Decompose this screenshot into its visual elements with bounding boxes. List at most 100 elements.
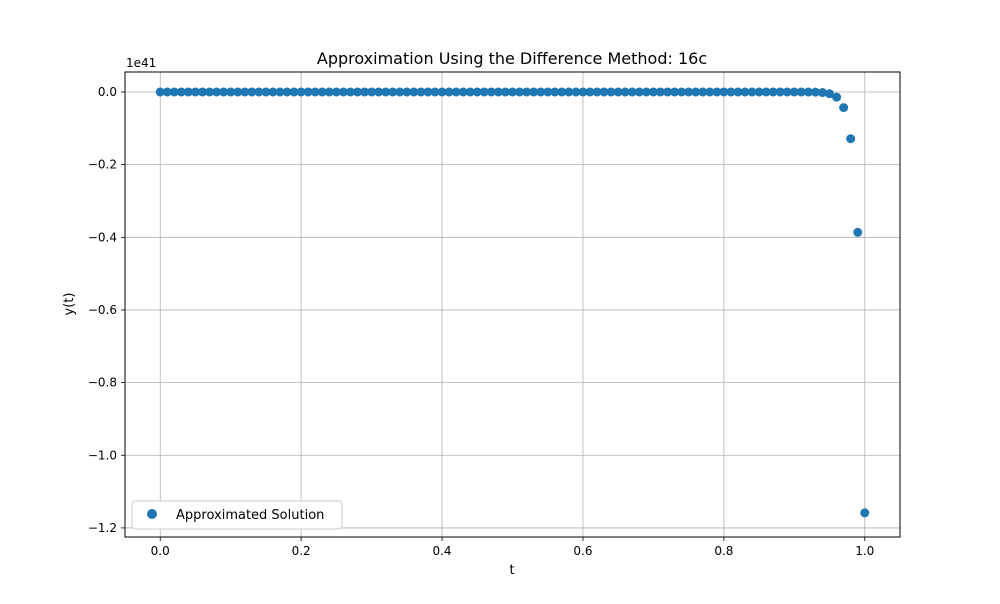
- data-point: [289, 87, 299, 97]
- data-point: [416, 87, 426, 97]
- data-point: [684, 87, 694, 97]
- data-point: [479, 87, 489, 97]
- y-tick-label: −0.8: [88, 376, 117, 390]
- y-tick-label: −0.4: [88, 230, 117, 244]
- data-point: [648, 87, 658, 97]
- data-point: [486, 87, 496, 97]
- data-point: [437, 87, 447, 97]
- data-point: [190, 87, 200, 97]
- y-axis-ticks: 0.0 −0.2 −0.4 −0.6 −0.8 −1.0 −1.2: [88, 85, 125, 535]
- data-point: [282, 87, 292, 97]
- data-point: [155, 87, 165, 97]
- data-point: [353, 87, 362, 97]
- data-point: [803, 87, 813, 97]
- data-point: [536, 87, 546, 97]
- plot-area-frame: [124, 71, 901, 538]
- data-point: [529, 87, 539, 97]
- data-point: [226, 87, 236, 97]
- data-point: [367, 87, 377, 97]
- y-tick-label: −1.2: [88, 521, 117, 535]
- data-point: [451, 87, 461, 97]
- data-point: [395, 87, 405, 97]
- data-point: [789, 87, 799, 97]
- data-point: [176, 87, 186, 97]
- data-point: [670, 87, 680, 97]
- grid: [125, 72, 900, 537]
- data-point: [655, 87, 665, 97]
- data-point: [818, 88, 827, 98]
- data-point: [740, 87, 750, 97]
- data-point: [691, 87, 701, 97]
- data-point: [360, 87, 370, 97]
- x-axis-ticks: 0.0 0.2 0.4 0.6 0.8 1.0: [151, 537, 874, 558]
- data-point: [592, 87, 602, 97]
- legend-box: [131, 500, 343, 530]
- y-axis-label: y(t): [62, 293, 77, 316]
- data-point: [296, 87, 306, 97]
- x-tick-label: 1.0: [855, 544, 874, 558]
- chart-title: Approximation Using the Difference Metho…: [317, 49, 707, 68]
- data-point: [599, 87, 609, 97]
- y-tick-label: −1.0: [88, 448, 117, 462]
- data-point: [620, 87, 630, 97]
- x-axis-label: t: [509, 563, 514, 578]
- data-point: [472, 87, 482, 97]
- data-point: [324, 87, 334, 97]
- data-point: [240, 87, 250, 97]
- data-point: [402, 87, 412, 97]
- data-point: [627, 87, 637, 97]
- data-point: [860, 508, 870, 518]
- data-point: [719, 87, 729, 97]
- data-point: [331, 87, 341, 97]
- data-point: [381, 87, 391, 97]
- data-point: [198, 87, 207, 97]
- x-tick-label: 0.4: [432, 544, 451, 558]
- data-point: [465, 87, 475, 97]
- y-tick-label: −0.6: [88, 303, 117, 317]
- data-point: [409, 87, 419, 97]
- data-points: [155, 87, 870, 518]
- data-point: [303, 87, 313, 97]
- data-point: [606, 87, 616, 97]
- data-point: [634, 87, 644, 97]
- legend: Approximated Solution: [131, 500, 343, 530]
- data-point: [677, 87, 687, 97]
- data-point: [550, 87, 560, 97]
- data-point: [698, 87, 708, 97]
- data-point: [832, 92, 842, 102]
- data-point: [275, 87, 285, 97]
- x-tick-label: 0.8: [714, 544, 733, 558]
- legend-marker: [147, 509, 157, 519]
- data-point: [712, 87, 722, 97]
- data-point: [338, 87, 348, 97]
- data-point: [345, 87, 355, 97]
- x-tick-label: 0.6: [573, 544, 592, 558]
- data-point: [444, 87, 454, 97]
- data-point: [796, 87, 806, 97]
- data-point: [782, 87, 792, 97]
- data-point: [183, 87, 193, 97]
- data-point: [825, 89, 835, 99]
- data-point: [423, 87, 433, 97]
- data-point: [500, 87, 510, 97]
- legend-label: Approximated Solution: [176, 508, 324, 523]
- data-point: [310, 87, 320, 97]
- data-point: [219, 87, 229, 97]
- data-point: [233, 87, 243, 97]
- data-point: [585, 87, 595, 97]
- y-tick-label: 0.0: [98, 85, 117, 99]
- data-point: [522, 87, 532, 97]
- data-point: [557, 87, 567, 97]
- data-point: [761, 87, 771, 97]
- data-point: [810, 87, 820, 97]
- data-point: [726, 87, 736, 97]
- data-point: [515, 87, 525, 97]
- data-point: [663, 87, 672, 97]
- data-point: [705, 87, 715, 97]
- data-point: [853, 227, 863, 237]
- x-tick-label: 0.2: [292, 544, 311, 558]
- data-point: [578, 87, 588, 97]
- data-point: [768, 87, 778, 97]
